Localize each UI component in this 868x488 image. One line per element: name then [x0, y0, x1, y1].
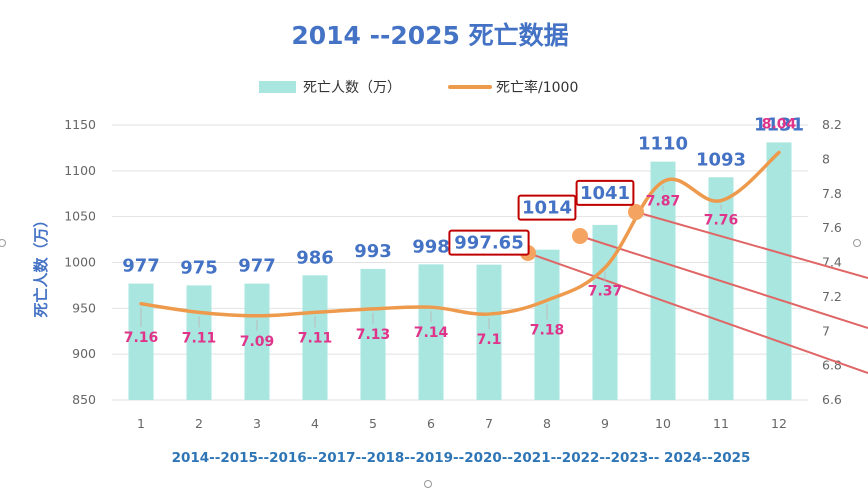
bar-data-labels: 977 975 977 986 993 998 997.65 1014 1041 1110 1093…: [122, 114, 804, 278]
rate-label: 7.11: [182, 330, 217, 346]
rate-label: 7.76: [704, 213, 739, 229]
annotation-dot: [572, 228, 588, 244]
rate-line: [139, 150, 781, 318]
rate-label: 7.14: [414, 325, 449, 341]
resize-handle-left: [0, 239, 6, 247]
annotation-dot: [628, 204, 644, 220]
y-tick-label: 850: [72, 392, 96, 407]
x-tick-label: 3: [253, 416, 261, 431]
highlight-box: [575, 179, 635, 206]
y2-tick-label: 6.6: [822, 392, 842, 407]
rate-label: 7.1: [477, 332, 502, 348]
bar-value-label: 1014: [522, 198, 572, 219]
x-tick-label: 9: [601, 416, 609, 431]
annotation-pointers: [527, 211, 868, 374]
bar-value-label: 993: [354, 241, 392, 262]
bar-value-label: 986: [296, 247, 334, 268]
line-series: [139, 150, 781, 318]
x-tick-label: 11: [713, 416, 729, 431]
y-tick-label: 950: [72, 300, 96, 315]
x-tick-label: 8: [543, 416, 551, 431]
rate-data-labels: 7.16 7.11 7.09 7.11 7.13 7.14 7.1 7.18 7.37 7.87 7…: [124, 117, 797, 350]
x-tick-label: 12: [771, 416, 787, 431]
bar-value-label: 998: [412, 236, 450, 257]
y-tick-label: 1100: [64, 163, 96, 178]
legend-bar-label: 死亡人数（万）: [303, 80, 401, 96]
gridlines: [112, 124, 808, 401]
bar: [244, 283, 270, 400]
x-tick-label: 2: [195, 416, 203, 431]
rate-label: 7.87: [646, 194, 681, 210]
x-tick-label: 4: [311, 416, 319, 431]
y-tick-label: 1050: [64, 209, 96, 224]
bar: [186, 285, 212, 400]
bar-series: [128, 142, 792, 400]
bar: [766, 142, 792, 400]
x-tick-label: 7: [485, 416, 493, 431]
resize-handle-right: [853, 239, 861, 247]
bar: [592, 224, 618, 400]
bar: [534, 249, 560, 400]
rate-label: 7.09: [240, 334, 275, 350]
y2-axis-ticks: 6.66.877.27.47.67.888.2: [822, 117, 842, 407]
year-axis-label: 2014--2015--2016--2017--2018--2019--2020…: [172, 450, 751, 466]
highlight-box: [448, 229, 530, 256]
resize-handle-bottom: [424, 480, 432, 488]
rate-label: 7.37: [588, 284, 623, 300]
y-tick-label: 900: [72, 346, 96, 361]
y-axis-title: 死亡人数（万）: [32, 212, 50, 317]
y-axis-ticks: 850 900 950 1000 1050 1100 1150: [64, 117, 96, 407]
rate-label: 7.16: [124, 330, 159, 346]
bar-value-label: 1041: [580, 183, 630, 204]
bar: [476, 264, 502, 400]
bar-value-label: 1131: [754, 114, 804, 135]
legend-bar-swatch: [259, 81, 296, 93]
y-tick-label: 1150: [64, 117, 96, 132]
bar: [650, 161, 676, 400]
x-axis-ticks: 1 2 3 4 5 6 7 8 9 10 11 12: [137, 416, 787, 431]
bar-value-label: 1110: [638, 134, 688, 155]
rate-label: 7.13: [356, 327, 391, 343]
bar-value-label: 997.65: [454, 233, 523, 254]
legend: 死亡人数（万） 死亡率/1000: [259, 79, 578, 96]
y2-tick-label: 7: [822, 323, 830, 338]
x-tick-label: 10: [655, 416, 671, 431]
bar: [360, 268, 386, 400]
y2-tick-label: 7.2: [822, 289, 842, 304]
y-tick-label: 1000: [64, 255, 96, 270]
bar: [708, 177, 734, 400]
rate-label: 7.18: [530, 322, 565, 338]
y2-tick-label: 7.8: [822, 186, 842, 201]
y2-tick-label: 7.6: [822, 220, 842, 235]
x-tick-label: 5: [369, 416, 377, 431]
bar-value-label: 977: [238, 256, 276, 277]
rate-label: 8.04: [762, 117, 797, 133]
bar-value-label: 1093: [696, 149, 746, 170]
y2-tick-label: 8.2: [822, 117, 842, 132]
bar-value-label: 975: [180, 257, 218, 278]
x-tick-label: 6: [427, 416, 435, 431]
x-tick-label: 1: [137, 416, 145, 431]
rate-label: 7.11: [298, 330, 333, 346]
chart-title: 2014 --2025 死亡数据: [291, 21, 568, 50]
bar: [302, 275, 328, 400]
legend-line-label: 死亡率/1000: [496, 79, 578, 96]
pointer-line: [579, 235, 868, 329]
highlight-box: [517, 194, 577, 221]
pointer-line: [527, 252, 868, 374]
bar: [418, 264, 444, 400]
pointer-line: [635, 211, 868, 279]
y2-tick-label: 8: [822, 151, 830, 166]
bar-value-label: 977: [122, 256, 160, 277]
